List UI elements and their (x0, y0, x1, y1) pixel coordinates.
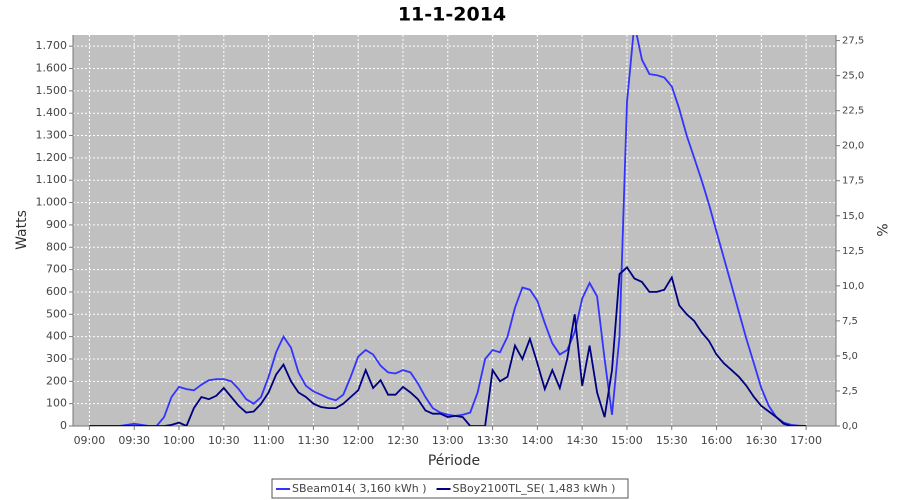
x-tick-label: 11:00 (253, 434, 285, 447)
y-tick-label: 1.300 (36, 129, 68, 142)
chart-title: 11-1-2014 (398, 4, 506, 26)
y-tick-label: 1.000 (36, 196, 68, 209)
x-tick-label: 10:30 (208, 434, 240, 447)
y2-tick-label: 27,5 (842, 36, 864, 47)
x-tick-label: 15:30 (656, 434, 688, 447)
y-tick-label: 200 (46, 374, 67, 387)
x-tick-label: 10:00 (163, 434, 195, 447)
y-tick-label: 1.400 (36, 106, 68, 119)
x-tick-label: 12:00 (342, 434, 374, 447)
y2-axis-label: % (873, 223, 889, 236)
y-tick-label: 700 (46, 263, 67, 276)
y2-tick-label: 15,0 (842, 211, 864, 222)
legend-label: SBoy2100TL_SE( 1,483 kWh ) (453, 482, 616, 495)
x-tick-label: 11:30 (298, 434, 330, 447)
y-tick-label: 1.500 (36, 84, 68, 97)
y-tick-label: 500 (46, 307, 67, 320)
x-tick-label: 13:00 (432, 434, 464, 447)
x-tick-label: 09:00 (74, 434, 106, 447)
x-tick-label: 12:30 (387, 434, 419, 447)
series-line (89, 266, 807, 426)
x-tick-label: 14:30 (566, 434, 598, 447)
y-tick-label: 1.600 (36, 62, 68, 75)
x-axis-label: Période (428, 453, 480, 469)
plot-area (73, 35, 836, 426)
y-tick-label: 400 (46, 330, 67, 343)
y2-tick-label: 20,0 (842, 141, 864, 152)
y2-tick-label: 17,5 (842, 176, 864, 187)
y2-tick-label: 5,0 (842, 351, 858, 362)
y2-tick-label: 22,5 (842, 106, 864, 117)
y-tick-label: 300 (46, 352, 67, 365)
x-tick-label: 16:00 (701, 434, 733, 447)
y-axis-label: Watts (14, 210, 30, 250)
x-tick-label: 09:30 (118, 434, 150, 447)
legend-label: SBeam014( 3,160 kWh ) (292, 482, 427, 495)
x-tick-label: 13:30 (477, 434, 509, 447)
x-tick-label: 17:00 (790, 434, 822, 447)
y2-tick-label: 2,5 (842, 386, 858, 397)
x-tick-label: 15:00 (611, 434, 643, 447)
y2-tick-label: 12,5 (842, 246, 864, 257)
y-tick-label: 100 (46, 397, 67, 410)
y-tick-label: 1.200 (36, 151, 68, 164)
y-tick-label: 1.700 (36, 39, 68, 52)
y-tick-label: 0 (60, 419, 67, 432)
y2-tick-label: 25,0 (842, 71, 864, 82)
y2-tick-label: 0,0 (842, 421, 858, 432)
y-tick-label: 900 (46, 218, 67, 231)
y2-tick-label: 7,5 (842, 316, 858, 327)
x-tick-label: 14:00 (522, 434, 554, 447)
y-tick-label: 800 (46, 240, 67, 253)
y-tick-label: 600 (46, 285, 67, 298)
series-line (89, 35, 807, 426)
y2-tick-label: 10,0 (842, 281, 864, 292)
x-tick-label: 16:30 (745, 434, 777, 447)
y-tick-label: 1.100 (36, 173, 68, 186)
